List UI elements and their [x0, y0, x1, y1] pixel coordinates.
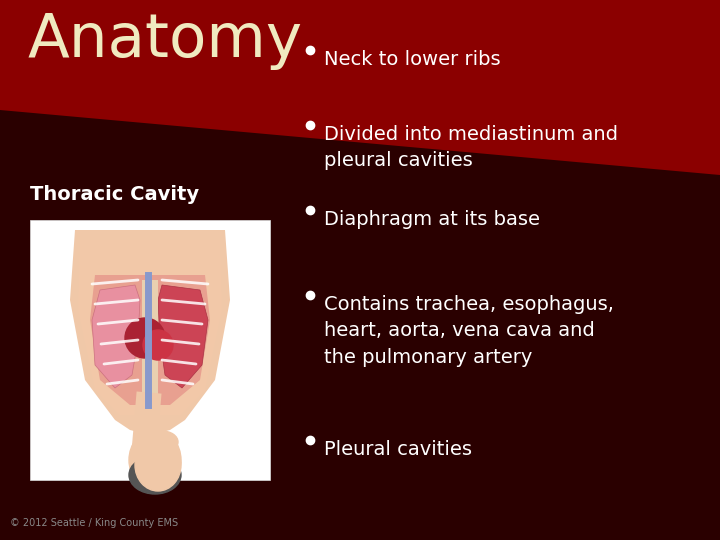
Polygon shape — [0, 0, 720, 175]
Ellipse shape — [129, 430, 181, 490]
Text: Neck to lower ribs: Neck to lower ribs — [324, 50, 500, 69]
Text: © 2012 Seattle / King County EMS: © 2012 Seattle / King County EMS — [10, 518, 178, 528]
Text: Anatomy: Anatomy — [28, 10, 303, 70]
Text: Thoracic Cavity: Thoracic Cavity — [30, 185, 199, 204]
Ellipse shape — [135, 439, 181, 491]
Circle shape — [143, 330, 173, 360]
Polygon shape — [92, 285, 140, 388]
Text: Pleural cavities: Pleural cavities — [324, 440, 472, 459]
FancyBboxPatch shape — [30, 220, 270, 480]
Polygon shape — [158, 285, 208, 388]
Polygon shape — [90, 275, 210, 405]
Polygon shape — [142, 280, 158, 395]
Polygon shape — [70, 230, 230, 435]
Text: Divided into mediastinum and
pleural cavities: Divided into mediastinum and pleural cav… — [324, 125, 618, 171]
Polygon shape — [78, 240, 222, 415]
Circle shape — [125, 318, 165, 358]
Text: Contains trachea, esophagus,
heart, aorta, vena cava and
the pulmonary artery: Contains trachea, esophagus, heart, aort… — [324, 295, 614, 367]
Text: Diaphragm at its base: Diaphragm at its base — [324, 210, 540, 229]
Ellipse shape — [129, 456, 181, 494]
Ellipse shape — [146, 431, 178, 453]
